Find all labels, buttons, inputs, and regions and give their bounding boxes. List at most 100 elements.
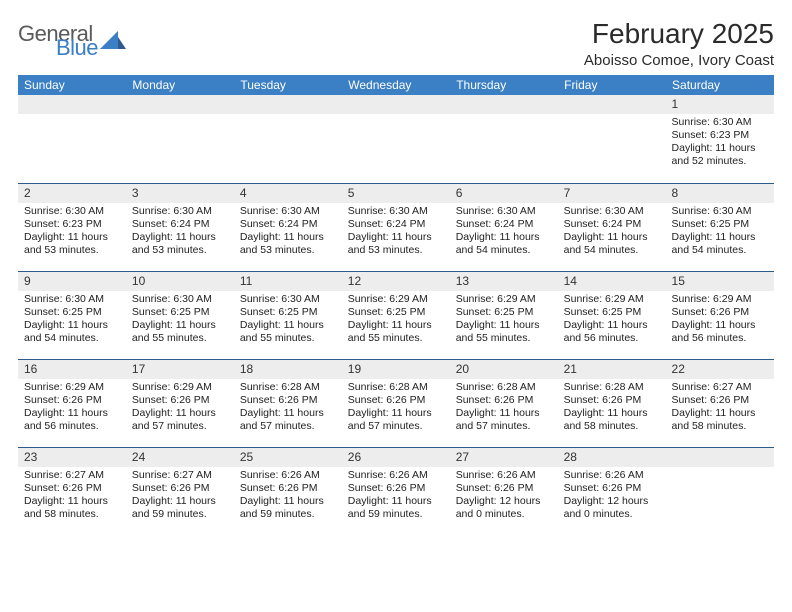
- sunrise-line: Sunrise: 6:27 AM: [24, 469, 120, 482]
- sunrise-line: Sunrise: 6:26 AM: [564, 469, 660, 482]
- calendar-day-cell: 27Sunrise: 6:26 AMSunset: 6:26 PMDayligh…: [450, 447, 558, 535]
- day-number: 3: [126, 184, 234, 203]
- sunset-line: Sunset: 6:25 PM: [456, 306, 552, 319]
- day-details: Sunrise: 6:28 AMSunset: 6:26 PMDaylight:…: [342, 379, 450, 438]
- logo: General Blue: [18, 18, 126, 58]
- daylight-line: Daylight: 11 hours and 55 minutes.: [240, 319, 336, 345]
- calendar-day-cell: 6Sunrise: 6:30 AMSunset: 6:24 PMDaylight…: [450, 183, 558, 271]
- calendar-week-row: 9Sunrise: 6:30 AMSunset: 6:25 PMDaylight…: [18, 271, 774, 359]
- sunset-line: Sunset: 6:26 PM: [24, 394, 120, 407]
- calendar-day-cell: 12Sunrise: 6:29 AMSunset: 6:25 PMDayligh…: [342, 271, 450, 359]
- sunrise-line: Sunrise: 6:28 AM: [564, 381, 660, 394]
- weekday-header: Tuesday: [234, 75, 342, 95]
- calendar-day-cell: 16Sunrise: 6:29 AMSunset: 6:26 PMDayligh…: [18, 359, 126, 447]
- daylight-line: Daylight: 11 hours and 59 minutes.: [348, 495, 444, 521]
- calendar-day-cell: 10Sunrise: 6:30 AMSunset: 6:25 PMDayligh…: [126, 271, 234, 359]
- day-number: 14: [558, 272, 666, 291]
- day-number: 22: [666, 360, 774, 379]
- sunset-line: Sunset: 6:25 PM: [240, 306, 336, 319]
- daylight-line: Daylight: 11 hours and 56 minutes.: [24, 407, 120, 433]
- day-number: 2: [18, 184, 126, 203]
- day-details: Sunrise: 6:30 AMSunset: 6:24 PMDaylight:…: [450, 203, 558, 262]
- day-details: Sunrise: 6:30 AMSunset: 6:25 PMDaylight:…: [666, 203, 774, 262]
- sunset-line: Sunset: 6:26 PM: [132, 482, 228, 495]
- day-number: 25: [234, 448, 342, 467]
- day-number: 9: [18, 272, 126, 291]
- day-details: Sunrise: 6:28 AMSunset: 6:26 PMDaylight:…: [450, 379, 558, 438]
- day-details: Sunrise: 6:30 AMSunset: 6:25 PMDaylight:…: [126, 291, 234, 350]
- day-number: 28: [558, 448, 666, 467]
- sunset-line: Sunset: 6:25 PM: [564, 306, 660, 319]
- logo-text: General Blue: [18, 24, 98, 58]
- calendar-day-cell: 18Sunrise: 6:28 AMSunset: 6:26 PMDayligh…: [234, 359, 342, 447]
- calendar-day-cell: 2Sunrise: 6:30 AMSunset: 6:23 PMDaylight…: [18, 183, 126, 271]
- day-details: Sunrise: 6:29 AMSunset: 6:25 PMDaylight:…: [342, 291, 450, 350]
- weekday-header: Thursday: [450, 75, 558, 95]
- sunset-line: Sunset: 6:24 PM: [240, 218, 336, 231]
- day-details: Sunrise: 6:28 AMSunset: 6:26 PMDaylight:…: [234, 379, 342, 438]
- calendar-day-cell: 14Sunrise: 6:29 AMSunset: 6:25 PMDayligh…: [558, 271, 666, 359]
- day-number: 26: [342, 448, 450, 467]
- daylight-line: Daylight: 11 hours and 55 minutes.: [132, 319, 228, 345]
- sunset-line: Sunset: 6:26 PM: [240, 482, 336, 495]
- daylight-line: Daylight: 11 hours and 53 minutes.: [240, 231, 336, 257]
- sunset-line: Sunset: 6:26 PM: [564, 394, 660, 407]
- daylight-line: Daylight: 11 hours and 54 minutes.: [456, 231, 552, 257]
- daylight-line: Daylight: 11 hours and 57 minutes.: [132, 407, 228, 433]
- day-number-empty: [18, 95, 126, 114]
- sunrise-line: Sunrise: 6:29 AM: [24, 381, 120, 394]
- calendar-week-row: 23Sunrise: 6:27 AMSunset: 6:26 PMDayligh…: [18, 447, 774, 535]
- sunrise-line: Sunrise: 6:30 AM: [132, 205, 228, 218]
- day-details: Sunrise: 6:30 AMSunset: 6:25 PMDaylight:…: [234, 291, 342, 350]
- sunrise-line: Sunrise: 6:29 AM: [564, 293, 660, 306]
- day-number: 18: [234, 360, 342, 379]
- calendar-day-cell: [234, 95, 342, 183]
- day-details: Sunrise: 6:26 AMSunset: 6:26 PMDaylight:…: [234, 467, 342, 526]
- day-number: 12: [342, 272, 450, 291]
- calendar-week-row: 2Sunrise: 6:30 AMSunset: 6:23 PMDaylight…: [18, 183, 774, 271]
- daylight-line: Daylight: 11 hours and 58 minutes.: [672, 407, 768, 433]
- sunset-line: Sunset: 6:25 PM: [672, 218, 768, 231]
- day-details: Sunrise: 6:27 AMSunset: 6:26 PMDaylight:…: [126, 467, 234, 526]
- sunset-line: Sunset: 6:24 PM: [132, 218, 228, 231]
- sunset-line: Sunset: 6:23 PM: [24, 218, 120, 231]
- sunrise-line: Sunrise: 6:29 AM: [456, 293, 552, 306]
- day-details: Sunrise: 6:30 AMSunset: 6:23 PMDaylight:…: [666, 114, 774, 173]
- daylight-line: Daylight: 11 hours and 55 minutes.: [348, 319, 444, 345]
- day-number-empty: [126, 95, 234, 114]
- day-details: Sunrise: 6:29 AMSunset: 6:26 PMDaylight:…: [18, 379, 126, 438]
- calendar-day-cell: 25Sunrise: 6:26 AMSunset: 6:26 PMDayligh…: [234, 447, 342, 535]
- daylight-line: Daylight: 11 hours and 57 minutes.: [240, 407, 336, 433]
- day-details: Sunrise: 6:29 AMSunset: 6:26 PMDaylight:…: [666, 291, 774, 350]
- day-number: 20: [450, 360, 558, 379]
- day-details: Sunrise: 6:30 AMSunset: 6:24 PMDaylight:…: [234, 203, 342, 262]
- sunset-line: Sunset: 6:26 PM: [240, 394, 336, 407]
- day-details: Sunrise: 6:29 AMSunset: 6:25 PMDaylight:…: [558, 291, 666, 350]
- day-number: 11: [234, 272, 342, 291]
- calendar-day-cell: 19Sunrise: 6:28 AMSunset: 6:26 PMDayligh…: [342, 359, 450, 447]
- sunrise-line: Sunrise: 6:30 AM: [240, 293, 336, 306]
- weekday-header: Monday: [126, 75, 234, 95]
- sunset-line: Sunset: 6:26 PM: [348, 394, 444, 407]
- day-number: 6: [450, 184, 558, 203]
- day-number: 10: [126, 272, 234, 291]
- daylight-line: Daylight: 11 hours and 55 minutes.: [456, 319, 552, 345]
- day-number: 23: [18, 448, 126, 467]
- day-number: 4: [234, 184, 342, 203]
- day-number: 16: [18, 360, 126, 379]
- calendar-day-cell: 1Sunrise: 6:30 AMSunset: 6:23 PMDaylight…: [666, 95, 774, 183]
- sunset-line: Sunset: 6:25 PM: [348, 306, 444, 319]
- daylight-line: Daylight: 11 hours and 53 minutes.: [24, 231, 120, 257]
- daylight-line: Daylight: 12 hours and 0 minutes.: [564, 495, 660, 521]
- calendar-day-cell: [450, 95, 558, 183]
- day-details: Sunrise: 6:30 AMSunset: 6:23 PMDaylight:…: [18, 203, 126, 262]
- calendar-day-cell: 7Sunrise: 6:30 AMSunset: 6:24 PMDaylight…: [558, 183, 666, 271]
- day-details: Sunrise: 6:26 AMSunset: 6:26 PMDaylight:…: [558, 467, 666, 526]
- calendar-table: SundayMondayTuesdayWednesdayThursdayFrid…: [18, 75, 774, 535]
- day-number: 13: [450, 272, 558, 291]
- weekday-header: Wednesday: [342, 75, 450, 95]
- calendar-day-cell: 11Sunrise: 6:30 AMSunset: 6:25 PMDayligh…: [234, 271, 342, 359]
- logo-word-blue: Blue: [56, 38, 98, 58]
- sunset-line: Sunset: 6:25 PM: [24, 306, 120, 319]
- calendar-day-cell: 4Sunrise: 6:30 AMSunset: 6:24 PMDaylight…: [234, 183, 342, 271]
